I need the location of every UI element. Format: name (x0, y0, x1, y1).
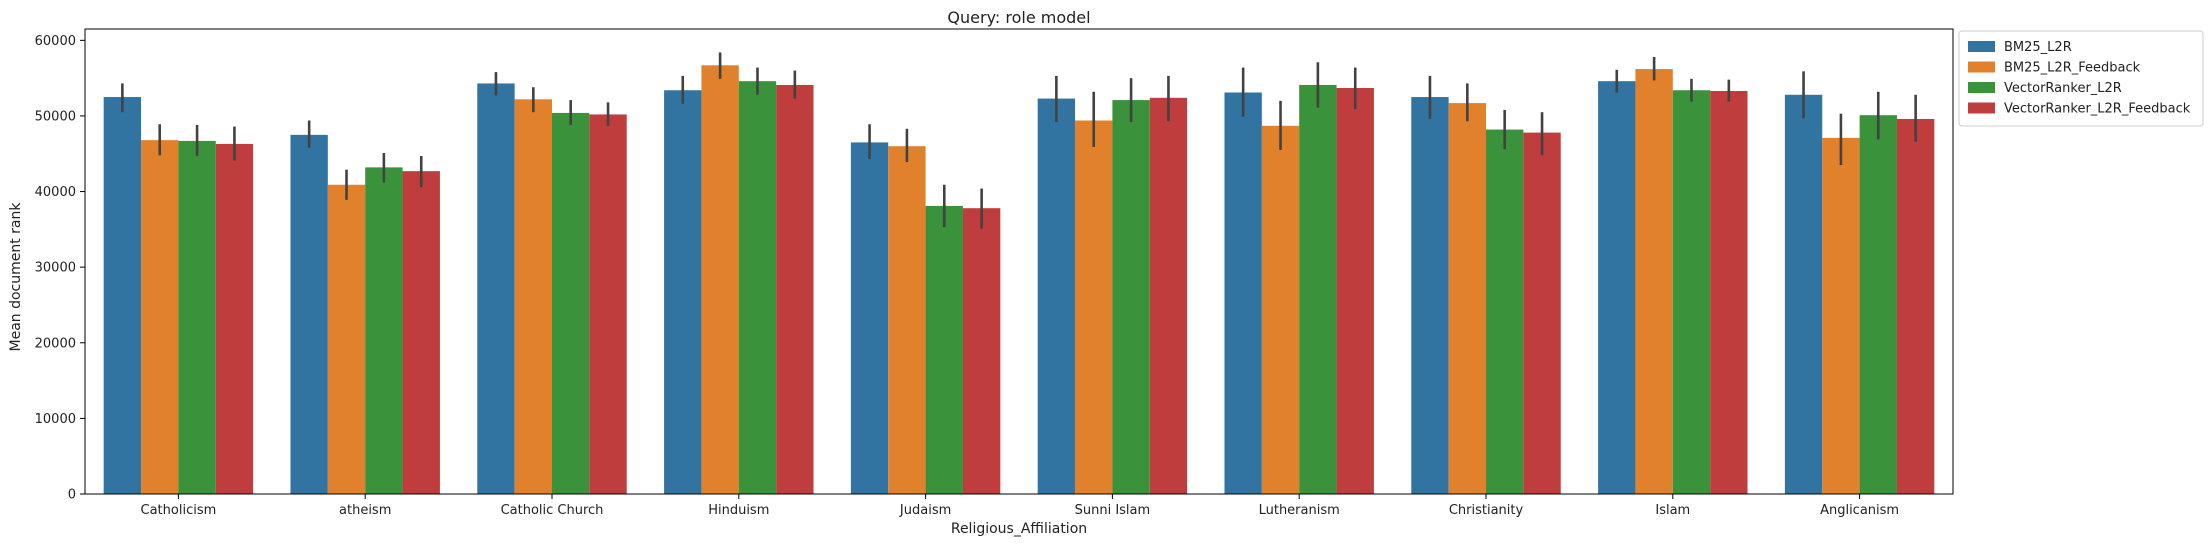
bar-BM25_L2R-Anglicanism (1784, 94, 1823, 494)
bar-BM25_L2R_Feedback-Christianity (1448, 103, 1486, 494)
x-tick-label: Christianity (1449, 503, 1524, 518)
bar-BM25_L2R-Sunni-Islam (1037, 98, 1076, 494)
bar-BM25_L2R-Islam (1598, 81, 1636, 495)
bar-BM25_L2R_Feedback-Islam (1635, 69, 1673, 494)
bar-VectorRanker_L2R_Feedback-Christianity (1523, 132, 1561, 494)
bar-VectorRanker_L2R-Judaism (925, 205, 963, 495)
bar-VectorRanker_L2R-Anglicanism (1859, 115, 1897, 494)
bar-VectorRanker_L2R_Feedback-Judaism (962, 208, 1001, 494)
y-tick-label: 10000 (35, 412, 76, 427)
x-axis: Catholicism atheism Catholic Church Hinduis… (141, 494, 1899, 518)
y-tick-label: 0 (68, 488, 76, 503)
bar-VectorRanker_L2R_Feedback-Catholic-Church (589, 114, 627, 494)
legend-label: VectorRanker_L2R_Feedback (2004, 102, 2191, 117)
plot-frame (84, 28, 1954, 495)
x-tick-label: Catholicism (141, 503, 217, 518)
bar-BM25_L2R-Christianity (1411, 97, 1449, 495)
chart-title: Query: role model (947, 8, 1090, 27)
bar-BM25_L2R_Feedback-atheism (327, 184, 366, 494)
legend-swatch (1968, 102, 1995, 114)
x-axis-label: Religious_Affiliation (951, 521, 1087, 537)
legend-label: VectorRanker_L2R (2004, 81, 2122, 96)
x-tick-label: Sunni Islam (1075, 503, 1151, 518)
bar-BM25_L2R_Feedback-Sunni-Islam (1075, 120, 1113, 495)
bar-VectorRanker_L2R_Feedback-Hinduism (776, 84, 814, 494)
bars-group (103, 65, 1935, 495)
legend-label: BM25_L2R (2004, 40, 2072, 55)
bar-BM25_L2R_Feedback-Catholic-Church (514, 99, 552, 494)
y-axis: 0 10000 20000 30000 40000 50000 60000 (35, 34, 85, 503)
error-bars-group (121, 52, 1917, 229)
x-tick-label: Judaism (899, 503, 951, 518)
legend-swatch (1968, 82, 1995, 93)
bar-VectorRanker_L2R_Feedback-Catholicism (215, 143, 254, 495)
bar-VectorRanker_L2R-Catholic-Church (552, 112, 590, 495)
bar-BM25_L2R_Feedback-Lutheranism (1261, 125, 1300, 494)
bar-VectorRanker_L2R-atheism (365, 167, 403, 495)
bar-BM25_L2R_Feedback-Catholicism (141, 140, 179, 494)
bar-VectorRanker_L2R-Catholicism (178, 140, 216, 494)
bar-VectorRanker_L2R_Feedback-atheism (402, 171, 440, 494)
y-tick-label: 60000 (35, 34, 76, 49)
legend-swatch (1968, 41, 1995, 52)
bar-BM25_L2R-Catholicism (103, 97, 142, 495)
legend-label: BM25_L2R_Feedback (2004, 61, 2141, 76)
x-tick-label: Lutheranism (1259, 503, 1340, 518)
x-tick-label: Anglicanism (1820, 503, 1899, 518)
x-tick-label: Islam (1655, 503, 1690, 518)
bar-BM25_L2R_Feedback-Judaism (888, 146, 926, 494)
bar-BM25_L2R-Hinduism (664, 90, 702, 495)
bar-BM25_L2R_Feedback-Anglicanism (1822, 137, 1860, 494)
bar-BM25_L2R-Catholic-Church (477, 83, 515, 494)
bar-BM25_L2R-atheism (290, 134, 328, 495)
x-tick-label: Catholic Church (501, 503, 604, 518)
bar-VectorRanker_L2R_Feedback-Islam (1710, 91, 1748, 494)
y-tick-label: 30000 (35, 261, 76, 276)
legend-box (1958, 30, 2204, 127)
bar-VectorRanker_L2R_Feedback-Sunni-Islam (1149, 97, 1188, 495)
legend: BM25_L2R BM25_L2R_Feedback VectorRanker_L2… (1958, 30, 2204, 127)
x-tick-label: atheism (339, 503, 391, 518)
legend-swatch (1968, 61, 1995, 73)
y-tick-label: 50000 (35, 109, 76, 124)
bar-VectorRanker_L2R-Sunni-Islam (1112, 100, 1150, 494)
bar-VectorRanker_L2R_Feedback-Lutheranism (1336, 87, 1374, 494)
bar-VectorRanker_L2R-Islam (1672, 90, 1711, 495)
y-axis-label: Mean document rank (8, 202, 24, 352)
bar-BM25_L2R-Judaism (850, 142, 889, 495)
bar-VectorRanker_L2R-Hinduism (738, 81, 777, 495)
y-tick-label: 20000 (35, 336, 76, 351)
bar-BM25_L2R_Feedback-Hinduism (701, 65, 739, 494)
y-tick-label: 40000 (35, 185, 76, 200)
bar-VectorRanker_L2R-Lutheranism (1299, 84, 1337, 494)
bar-VectorRanker_L2R-Christianity (1486, 129, 1524, 494)
bar-VectorRanker_L2R_Feedback-Anglicanism (1896, 118, 1935, 494)
x-tick-label: Hinduism (708, 503, 769, 518)
bar-BM25_L2R-Lutheranism (1224, 92, 1262, 494)
